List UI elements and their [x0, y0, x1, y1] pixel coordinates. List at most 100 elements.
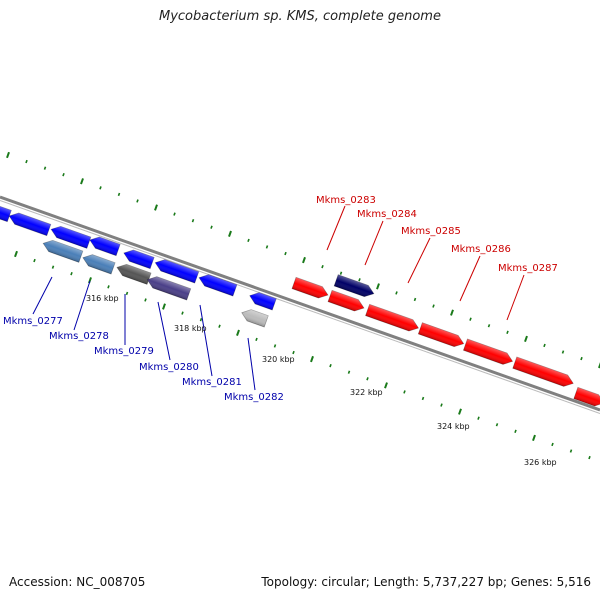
leader-line [459, 255, 481, 302]
gene-mkms_0286[interactable] [417, 322, 465, 350]
ruler-tick [440, 403, 443, 407]
reverse-strand-gene[interactable] [122, 247, 155, 270]
ruler-tick [329, 363, 332, 368]
ruler-tick [107, 285, 110, 289]
ruler-tick [255, 337, 258, 342]
reverse-strand-gene[interactable] [153, 257, 200, 284]
ruler-tick [136, 199, 139, 203]
ruler-tick [173, 212, 176, 216]
ruler-tick [395, 291, 398, 295]
ruler-labels: 316 kbp 318 kbp 320 kbp 322 kbp 324 kbp 326 k… [86, 294, 557, 467]
ruler-tick [70, 272, 73, 276]
ruler-tick [292, 350, 295, 355]
ruler-tick [191, 218, 195, 223]
ruler-tick [80, 178, 84, 185]
gene-label[interactable]: Mkms_0281 [182, 377, 242, 388]
ruler-tick [33, 258, 36, 263]
gene-label[interactable]: Mkms_0286 [451, 244, 511, 255]
gene-features [0, 202, 600, 408]
gene-mkms_0278[interactable] [81, 252, 116, 275]
ruler-tick [6, 151, 10, 159]
ruler-tick [477, 416, 480, 420]
ruler-tick [125, 291, 129, 296]
leader-line [157, 301, 171, 361]
accession-text: Accession: NC_008705 [9, 575, 146, 589]
ruler-tick-label: 326 kbp [524, 458, 557, 467]
ruler-tick [358, 278, 361, 282]
reverse-strand-gene[interactable] [0, 202, 12, 223]
ruler-tick-label: 322 kbp [350, 388, 383, 397]
ruler-tick [458, 408, 462, 415]
gene-mkms_0282[interactable] [240, 307, 269, 328]
ruler-tick [25, 159, 28, 164]
gene-label[interactable]: Mkms_0278 [49, 331, 109, 342]
gene-label[interactable]: Mkms_0280 [139, 362, 199, 373]
leader-line [407, 237, 431, 284]
ruler-tick [321, 264, 324, 269]
gene-label[interactable]: Mkms_0284 [357, 209, 417, 220]
ruler-tick [218, 324, 221, 328]
leader-line [32, 276, 53, 315]
reverse-strand-gene[interactable] [7, 210, 52, 237]
outer-tick-track [6, 151, 600, 369]
gene-mkms_0280[interactable] [145, 274, 192, 301]
genome-backbone [0, 195, 600, 414]
ruler-tick [561, 350, 565, 354]
gene-mkms_0285[interactable] [365, 303, 421, 333]
genome-summary: Topology: circular; Length: 5,737,227 bp… [261, 575, 591, 589]
gene-mkms_0279[interactable] [115, 262, 152, 285]
ruler-tick [265, 245, 269, 249]
ruler-tick [339, 271, 343, 275]
ruler-tick-label: 320 kbp [262, 355, 295, 364]
reverse-strand-gene[interactable] [248, 290, 277, 311]
ruler-tick [210, 225, 213, 229]
ruler-tick [43, 166, 47, 170]
ruler-tick [551, 442, 554, 447]
leader-line [247, 337, 256, 391]
gene-mkms_0287[interactable] [462, 338, 514, 367]
ruler-tick [569, 449, 573, 453]
gene-mkms_0277[interactable] [41, 238, 84, 263]
gene-label[interactable]: Mkms_0279 [94, 346, 154, 357]
forward-strand-gene[interactable] [291, 276, 330, 300]
ruler-tick [51, 265, 55, 269]
ruler-tick [588, 455, 591, 460]
ruler-tick [14, 250, 18, 258]
ruler-tick [432, 304, 435, 308]
ruler-tick [524, 335, 528, 343]
gene-mkms_0284[interactable] [327, 289, 366, 313]
leader-line [364, 220, 384, 266]
gene-label[interactable]: Mkms_0282 [224, 392, 284, 403]
ruler-tick [376, 283, 380, 290]
gene-label[interactable]: Mkms_0277 [3, 316, 63, 327]
gene-mkms_0281[interactable] [197, 272, 238, 297]
gene-mkms_0283[interactable] [333, 274, 376, 300]
ruler-tick [347, 370, 351, 374]
ruler-tick [228, 230, 232, 237]
ruler-tick [199, 317, 203, 322]
ruler-tick [506, 330, 509, 335]
reverse-strand-gene[interactable] [88, 234, 121, 257]
forward-strand-gene[interactable] [573, 386, 600, 408]
ruler-tick [514, 429, 517, 434]
ruler-tick [532, 434, 536, 442]
reverse-strand-gene[interactable] [49, 224, 92, 249]
ruler-tick [154, 204, 158, 211]
leader-line [199, 304, 213, 377]
gene-label[interactable]: Mkms_0287 [498, 263, 558, 274]
leader-line [326, 205, 346, 251]
ruler-tick-label: 324 kbp [437, 422, 470, 431]
gene-label[interactable]: Mkms_0285 [401, 226, 461, 237]
ruler-tick [487, 324, 491, 328]
ruler-tick [310, 355, 314, 363]
ruler-tick [284, 251, 287, 256]
forward-strand-gene[interactable] [512, 356, 575, 389]
leader-line [73, 280, 91, 331]
ruler-tick [543, 343, 546, 348]
ruler-tick [144, 298, 147, 302]
gene-label[interactable]: Mkms_0283 [316, 195, 376, 206]
map-title: Mycobacterium sp. KMS, complete genome [159, 9, 441, 24]
ruler-tick [181, 311, 184, 315]
ruler-tick [450, 309, 454, 316]
